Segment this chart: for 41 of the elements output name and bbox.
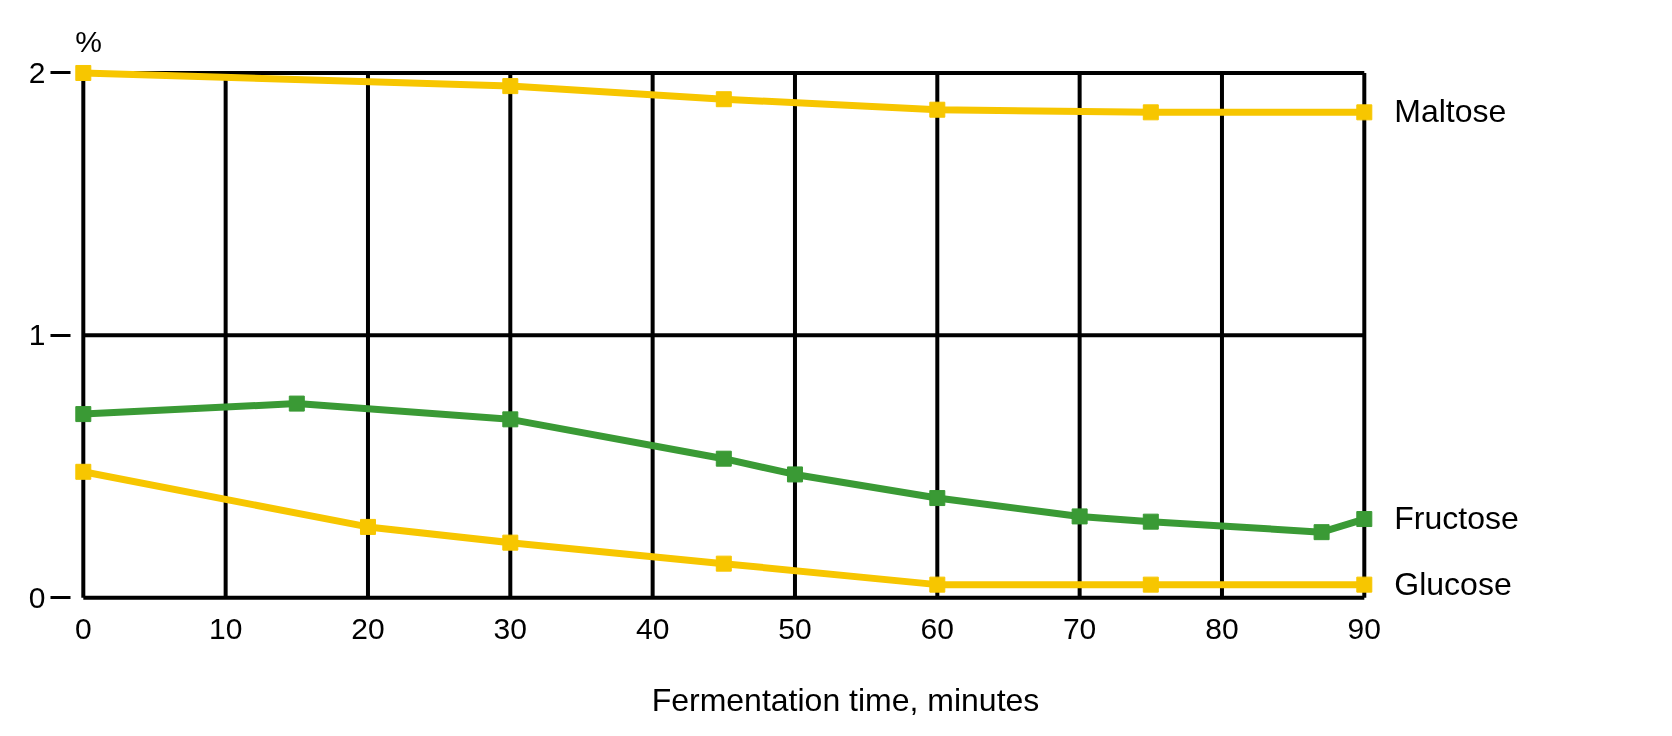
- point: [1142, 576, 1159, 593]
- point: [502, 78, 519, 95]
- x-tick-label: 30: [493, 611, 527, 645]
- point: [75, 463, 92, 480]
- point: [929, 490, 946, 507]
- point: [1142, 104, 1159, 121]
- point: [786, 466, 803, 483]
- point: [288, 395, 305, 412]
- point: [75, 406, 92, 423]
- x-tick-label: 0: [74, 611, 92, 645]
- point: [715, 450, 732, 467]
- series-label: Glucose: [1394, 565, 1512, 602]
- point: [715, 91, 732, 108]
- point: [1071, 508, 1088, 525]
- series-label: Maltose: [1394, 93, 1507, 130]
- point: [502, 411, 519, 428]
- point: [1356, 104, 1373, 121]
- point: [75, 64, 92, 81]
- point: [1356, 511, 1373, 528]
- y-tick-label: 2: [28, 55, 46, 89]
- y-axis-title: %: [75, 24, 102, 58]
- point: [929, 101, 946, 118]
- point: [1142, 513, 1159, 530]
- point: [1356, 576, 1373, 593]
- series-label: Fructose: [1394, 500, 1519, 537]
- x-tick-label: 60: [920, 611, 954, 645]
- point: [1313, 524, 1330, 541]
- x-tick-label: 50: [778, 611, 812, 645]
- x-tick-label: 10: [208, 611, 243, 645]
- point: [929, 576, 946, 593]
- y-tick-label: 0: [28, 580, 46, 614]
- y-tick-label: 1: [28, 318, 46, 352]
- point: [359, 518, 376, 535]
- point: [502, 534, 519, 551]
- x-tick-label: 90: [1347, 611, 1381, 645]
- x-tick-label: 80: [1205, 611, 1239, 645]
- x-tick-label: 70: [1062, 611, 1097, 645]
- point: [715, 555, 732, 572]
- x-axis-title: Fermentation time, minutes: [651, 681, 1040, 718]
- x-tick-label: 20: [351, 611, 385, 645]
- x-tick-label: 40: [635, 611, 670, 645]
